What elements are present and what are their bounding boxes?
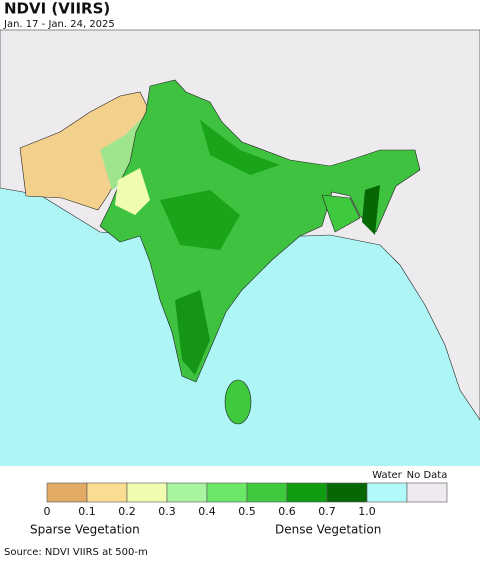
sri-lanka	[224, 379, 252, 425]
ganges-patch	[200, 120, 280, 175]
legend-tick-label: 0.1	[78, 505, 96, 518]
thar-desert	[115, 168, 150, 215]
legend-swatch	[246, 482, 288, 503]
legend-swatch	[126, 482, 168, 503]
legend-swatch	[86, 482, 128, 503]
legend-swatch	[406, 482, 448, 503]
legend-tick-label: 0.2	[118, 505, 136, 518]
dense-patch	[160, 190, 240, 250]
legend-dense: Dense Vegetation	[275, 523, 381, 537]
legend-sparse: Sparse Vegetation	[30, 523, 140, 537]
legend-water: Water	[372, 470, 402, 481]
legend-no-data: No Data	[407, 470, 448, 481]
title: NDVI (VIIRS)	[4, 0, 110, 18]
legend-tick-label: 1.0	[358, 505, 376, 518]
legend-tick-label: 0.5	[238, 505, 256, 518]
legend-swatch	[46, 482, 88, 503]
source: Source: NDVI VIIRS at 500-m	[4, 547, 148, 558]
subtitle: Jan. 17 - Jan. 24, 2025	[3, 19, 115, 30]
northeast-dense	[362, 185, 380, 235]
western-ghats	[175, 290, 210, 375]
legend-swatch	[326, 482, 368, 503]
legend-tick-label: 0.4	[198, 505, 216, 518]
legend-swatch	[366, 482, 408, 503]
legend-swatch	[286, 482, 328, 503]
bangladesh	[321, 194, 361, 233]
legend-tick-label: 0.3	[158, 505, 176, 518]
legend-swatch	[166, 482, 208, 503]
legend-tick-label: 0.6	[278, 505, 296, 518]
legend: Water No Data Sparse Vegetation Dense Ve…	[30, 470, 447, 537]
legend-swatch	[206, 482, 248, 503]
legend-tick-label: 0.7	[318, 505, 336, 518]
legend-tick-label: 0	[44, 505, 51, 518]
map	[0, 29, 480, 466]
